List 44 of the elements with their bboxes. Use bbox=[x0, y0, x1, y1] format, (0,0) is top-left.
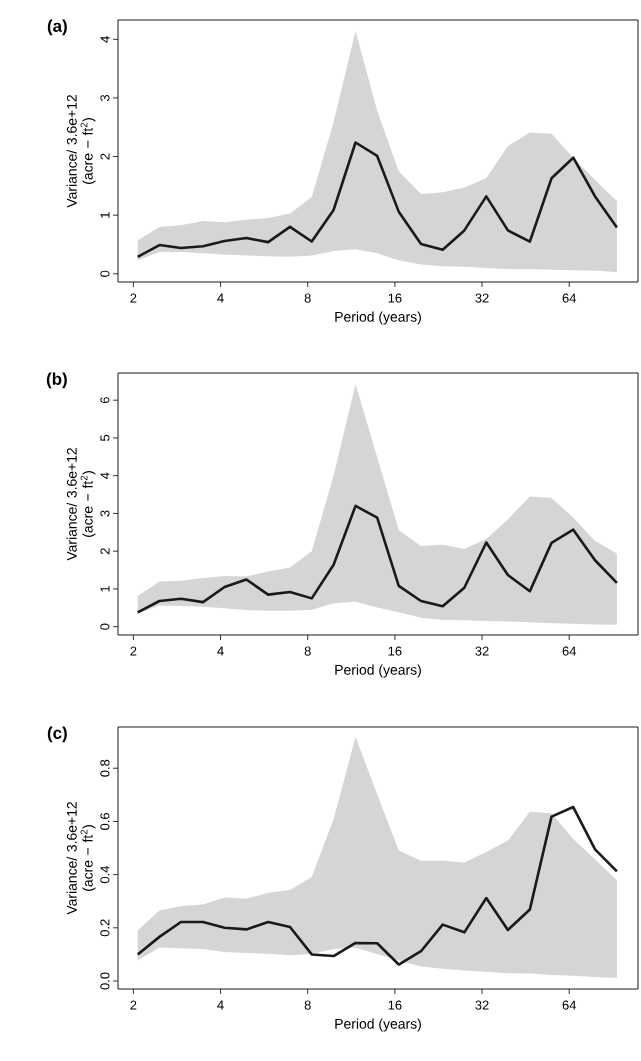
y-tick-label: 4 bbox=[100, 472, 110, 479]
y-tick-label: 6 bbox=[100, 397, 110, 404]
y-tick-label: 1 bbox=[100, 212, 110, 218]
x-tick-label: 4 bbox=[217, 293, 224, 303]
y-tick-label: 0.8 bbox=[100, 759, 110, 777]
chart-title: (b) bbox=[46, 372, 67, 389]
line-series bbox=[136, 805, 619, 966]
x-tick-label: 4 bbox=[217, 646, 224, 656]
x-axis-title: Period (years) bbox=[335, 1018, 421, 1032]
y-tick-label: 2 bbox=[100, 548, 110, 555]
x-tick-label: 16 bbox=[388, 293, 402, 303]
y-tick-label: 0.6 bbox=[100, 812, 110, 830]
x-tick-label: 32 bbox=[475, 293, 489, 303]
x-tick-label: 2 bbox=[130, 293, 137, 303]
x-tick-label: 64 bbox=[562, 1000, 577, 1010]
y-tick-label: 4 bbox=[100, 36, 110, 43]
x-tick-label: 16 bbox=[388, 646, 402, 656]
y-tick-label: 0 bbox=[100, 270, 110, 277]
y-tick-label: 0.0 bbox=[100, 972, 110, 990]
x-axis-title: Period (years) bbox=[335, 664, 421, 678]
x-tick-label: 16 bbox=[388, 1000, 402, 1010]
x-tick-label: 64 bbox=[562, 646, 577, 656]
y-tick-label: 0.4 bbox=[100, 866, 110, 884]
x-tick-label: 4 bbox=[217, 1000, 224, 1010]
x-tick-label: 8 bbox=[304, 293, 311, 303]
x-axis-title: Period (years) bbox=[335, 311, 421, 325]
y-tick-label: 5 bbox=[100, 434, 110, 442]
x-tick-label: 2 bbox=[130, 646, 137, 656]
x-tick-label: 64 bbox=[562, 293, 577, 303]
y-tick-label: 1 bbox=[100, 585, 110, 592]
x-tick-label: 8 bbox=[304, 646, 311, 656]
y-tick-label: 3 bbox=[100, 510, 110, 517]
x-tick-label: 32 bbox=[475, 1000, 489, 1010]
x-tick-label: 8 bbox=[304, 1000, 311, 1010]
x-tick-label: 32 bbox=[475, 646, 489, 656]
chart-title: (a) bbox=[47, 19, 67, 36]
y-tick-label: 2 bbox=[100, 153, 110, 160]
x-tick-label: 2 bbox=[130, 1000, 137, 1010]
line-series bbox=[136, 504, 619, 614]
y-tick-label: 0.2 bbox=[100, 919, 110, 937]
line-series bbox=[136, 141, 619, 259]
y-tick-label: 3 bbox=[100, 94, 110, 102]
chart-title: (c) bbox=[47, 726, 67, 743]
y-tick-label: 0 bbox=[100, 623, 110, 630]
